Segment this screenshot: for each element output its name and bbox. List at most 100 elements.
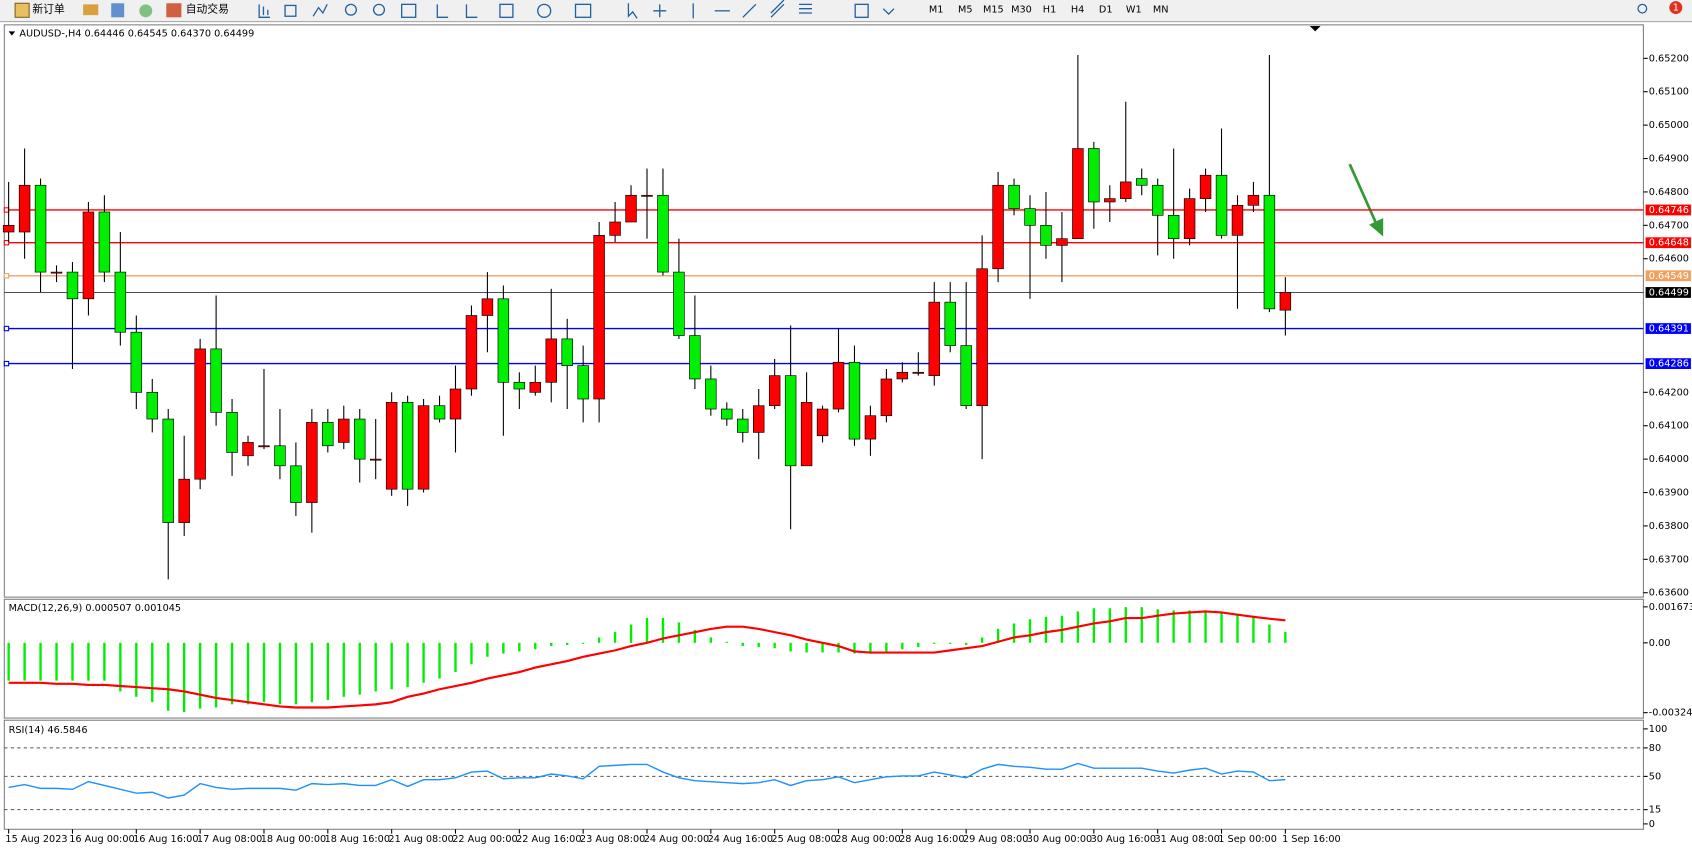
price-tag-label: 0.64746 <box>1649 205 1689 216</box>
symbol-menu-marker <box>8 31 16 36</box>
x-tick-label: 1 Sep 00:00 <box>1218 834 1277 845</box>
templates-icon[interactable] <box>574 3 592 18</box>
macd-panel <box>3 598 1644 719</box>
candle-icon[interactable] <box>284 4 297 17</box>
candle-body <box>258 445 270 448</box>
tile-icon[interactable] <box>401 3 417 18</box>
timeframe-button[interactable]: M1 <box>929 5 944 16</box>
x-tick-label: 18 Aug 16:00 <box>325 834 390 845</box>
crosshair-icon[interactable] <box>653 4 667 18</box>
candle-body <box>1072 148 1084 240</box>
candle-body <box>50 271 63 274</box>
chart-title: AUDUSD-,H4 0.64446 0.64545 0.64370 0.644… <box>19 29 254 40</box>
price-tag <box>1645 237 1691 249</box>
label-icon[interactable] <box>854 3 869 18</box>
rsi-title: RSI(14) 46.5846 <box>9 725 88 736</box>
candle-body <box>529 381 542 393</box>
notification-count: 1 <box>1673 3 1679 14</box>
candle-body <box>848 361 861 440</box>
candle-body <box>114 271 127 333</box>
timeframe-button[interactable]: M5 <box>958 5 973 16</box>
candle-body <box>369 458 382 461</box>
toolbar-icon[interactable] <box>139 4 153 18</box>
zoom-in-icon[interactable] <box>344 3 357 16</box>
zoom-out-icon[interactable] <box>372 3 386 16</box>
candle-body <box>1215 174 1228 236</box>
candle-body <box>641 194 653 197</box>
timeframe-button[interactable]: M15 <box>983 5 1004 16</box>
x-tick-label: 30 Aug 00:00 <box>1027 834 1092 845</box>
search-icon[interactable] <box>1637 3 1648 14</box>
candle-body <box>226 412 238 453</box>
scroll-icon[interactable] <box>436 4 449 18</box>
line-icon[interactable] <box>312 4 328 17</box>
candle-body <box>721 408 733 420</box>
new-order-button[interactable]: 新订单 <box>32 3 65 16</box>
timeframe-button[interactable]: MN <box>1153 5 1169 16</box>
candle-body <box>274 445 286 467</box>
candle-body <box>593 235 605 400</box>
timeframe-button[interactable]: M30 <box>1011 5 1032 16</box>
candle-body <box>1120 181 1132 199</box>
shift-icon[interactable] <box>465 4 478 18</box>
price-tag-label: 0.64286 <box>1649 359 1689 370</box>
candle-body <box>290 465 302 503</box>
annotation-arrow <box>1348 163 1384 237</box>
y-tick-label: 0.64700 <box>1649 220 1689 231</box>
auto-trading-icon[interactable] <box>166 3 182 18</box>
candle-body <box>433 405 446 420</box>
y-tick-label: 0.63700 <box>1649 554 1689 565</box>
fibo-icon[interactable] <box>799 3 812 14</box>
candle-body <box>992 184 1004 270</box>
candle-body <box>880 378 893 417</box>
y-tick-label: 0.63800 <box>1649 521 1689 532</box>
candle-body <box>242 442 254 457</box>
trendline-icon[interactable] <box>742 3 757 18</box>
timeframe-buttons: M1 M5 M15 M30 H1 H4 D1 W1 MN <box>929 5 1169 16</box>
shapes-icon[interactable] <box>882 8 895 15</box>
candle-body <box>130 331 143 393</box>
new-order-icon[interactable] <box>14 2 30 18</box>
y-tick-label: 50 <box>1649 771 1661 782</box>
candle-body <box>417 405 430 490</box>
toolbar-icon[interactable] <box>111 3 125 18</box>
notification-badge[interactable] <box>1669 1 1683 15</box>
candle-body <box>481 298 494 316</box>
line-anchor <box>3 207 10 213</box>
indicators-icon[interactable] <box>499 3 514 18</box>
toolbar-bg <box>0 0 1692 22</box>
period-icon[interactable] <box>537 3 552 18</box>
y-tick-label: 0.65200 <box>1649 53 1689 64</box>
x-tick-label: 23 Aug 08:00 <box>580 834 645 845</box>
candle-body <box>864 415 877 440</box>
candle-body <box>18 184 31 233</box>
y-tick-label: 0.64600 <box>1649 254 1689 265</box>
auto-trading-button[interactable]: 自动交易 <box>186 3 229 16</box>
candle-body <box>385 402 398 490</box>
cursor-icon[interactable] <box>627 3 638 19</box>
x-tick-label: 22 Aug 16:00 <box>516 834 581 845</box>
toolbar-icon[interactable] <box>83 4 99 16</box>
candle-body <box>1279 292 1292 311</box>
candle-body <box>1167 214 1180 240</box>
candle-body <box>1040 225 1052 246</box>
y-tick-label: 0.65100 <box>1649 87 1689 98</box>
price-panel <box>3 24 1644 598</box>
y-tick-label: 0.64000 <box>1649 454 1689 465</box>
candle-body <box>1024 208 1036 226</box>
timeframe-button[interactable]: D1 <box>1099 5 1113 16</box>
y-tick-label: 80 <box>1649 743 1661 754</box>
y-tick-label: 0.001673 <box>1649 602 1692 613</box>
candle-body <box>34 184 47 273</box>
candle-body <box>768 375 781 407</box>
candle-body <box>800 402 813 467</box>
candle-body <box>98 211 111 273</box>
y-tick-label: 0.64200 <box>1649 387 1689 398</box>
timeframe-button[interactable]: H4 <box>1071 5 1084 16</box>
bar-chart-icon[interactable] <box>258 4 270 18</box>
timeframe-button[interactable]: H1 <box>1043 5 1056 16</box>
timeframe-button[interactable]: W1 <box>1126 5 1142 16</box>
channel-icon[interactable] <box>770 0 785 18</box>
